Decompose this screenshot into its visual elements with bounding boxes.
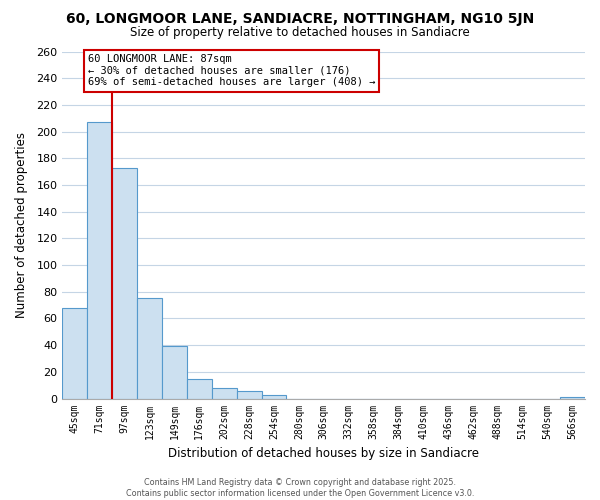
Text: 60 LONGMOOR LANE: 87sqm
← 30% of detached houses are smaller (176)
69% of semi-d: 60 LONGMOOR LANE: 87sqm ← 30% of detache… <box>88 54 376 88</box>
Bar <box>212 388 236 398</box>
Bar <box>262 394 286 398</box>
Bar <box>62 308 88 398</box>
Bar <box>560 397 585 398</box>
Bar <box>112 168 137 398</box>
Bar <box>236 390 262 398</box>
Y-axis label: Number of detached properties: Number of detached properties <box>15 132 28 318</box>
Text: Size of property relative to detached houses in Sandiacre: Size of property relative to detached ho… <box>130 26 470 39</box>
Bar <box>88 122 112 398</box>
Text: Contains HM Land Registry data © Crown copyright and database right 2025.
Contai: Contains HM Land Registry data © Crown c… <box>126 478 474 498</box>
X-axis label: Distribution of detached houses by size in Sandiacre: Distribution of detached houses by size … <box>168 447 479 460</box>
Text: 60, LONGMOOR LANE, SANDIACRE, NOTTINGHAM, NG10 5JN: 60, LONGMOOR LANE, SANDIACRE, NOTTINGHAM… <box>66 12 534 26</box>
Bar <box>187 378 212 398</box>
Bar <box>137 298 162 398</box>
Bar <box>162 346 187 399</box>
